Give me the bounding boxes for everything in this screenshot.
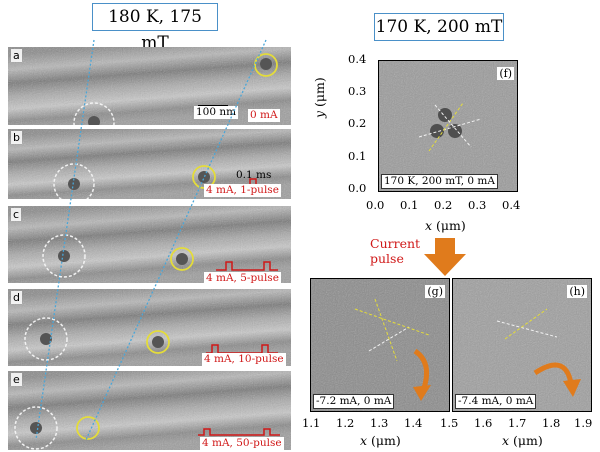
panel-current-label: 0 mA [248, 109, 280, 122]
panel-letter: b [11, 131, 22, 144]
panel-letter: a [11, 49, 22, 62]
x-tick: 1.9 [574, 416, 593, 430]
x-tick: 1.1 [302, 416, 321, 430]
scale-bar-label: 100 nm [194, 106, 239, 119]
panel-h: (h) -7.4 mA, 0 mA [452, 278, 592, 412]
panel-g: (g) -7.2 mA, 0 mA [310, 278, 450, 412]
panel-d: d 4 mA, 10-pulse [8, 289, 291, 366]
x-tick: 0.2 [434, 198, 453, 212]
y-tick: 0.2 [348, 116, 367, 130]
x-tick: 1.3 [370, 416, 389, 430]
panel-g-caption: -7.2 mA, 0 mA [313, 394, 395, 409]
panel-letter: c [11, 208, 22, 221]
panel-g-letter: (g) [425, 285, 445, 298]
panel-letter: e [11, 373, 22, 386]
panel-g-xlabel: x (μm) [360, 433, 401, 448]
panel-f-xlabel: x (μm) [425, 218, 466, 233]
x-tick: 1.7 [508, 416, 527, 430]
x-tick: 1.8 [542, 416, 561, 430]
y-tick: 0.3 [348, 84, 367, 98]
panel-h-xlabel: x (μm) [502, 433, 543, 448]
x-tick: 0.4 [502, 198, 521, 212]
x-tick: 0.1 [400, 198, 419, 212]
x-tick: 0.3 [468, 198, 487, 212]
panel-c: c 4 mA, 5-pulse [8, 206, 291, 283]
panel-f-ylabel: y (μm) [312, 77, 327, 118]
left-title: 180 K, 175 mT [92, 3, 218, 53]
x-tick: 1.4 [404, 416, 423, 430]
x-tick: 1.6 [474, 416, 493, 430]
y-tick: 0.4 [348, 52, 367, 66]
panel-h-letter: (h) [567, 285, 587, 298]
panel-h-caption: -7.4 mA, 0 mA [455, 394, 537, 409]
y-tick: 0.0 [348, 181, 367, 195]
x-tick: 1.2 [336, 416, 355, 430]
panel-f-caption: 170 K, 200 mT, 0 mA [381, 174, 498, 189]
panel-a: a 100 nm 0 mA [8, 47, 291, 125]
panel-current-label: 4 mA, 5-pulse [204, 272, 281, 283]
panel-f-letter: (f) [497, 67, 514, 80]
y-tick: 0.1 [348, 149, 367, 163]
down-arrow-icon [424, 238, 466, 276]
current-pulse-label: Current pulse [370, 236, 421, 266]
x-tick: 0.0 [366, 198, 385, 212]
right-title: 170 K, 200 mT [374, 13, 504, 41]
panel-f: (f) 170 K, 200 mT, 0 mA [378, 60, 518, 192]
panel-current-label: 4 mA, 50-pulse [200, 437, 284, 450]
x-tick: 1.5 [440, 416, 459, 430]
panel-current-label: 4 mA, 10-pulse [202, 353, 286, 366]
pulse-duration-label: 0.1 ms [236, 169, 272, 181]
panel-e: e 4 mA, 50-pulse [8, 371, 291, 450]
panel-b: b 0.1 ms 4 mA, 1-pulse [8, 129, 291, 199]
panel-current-label: 4 mA, 1-pulse [204, 184, 281, 197]
panel-letter: d [11, 291, 22, 304]
